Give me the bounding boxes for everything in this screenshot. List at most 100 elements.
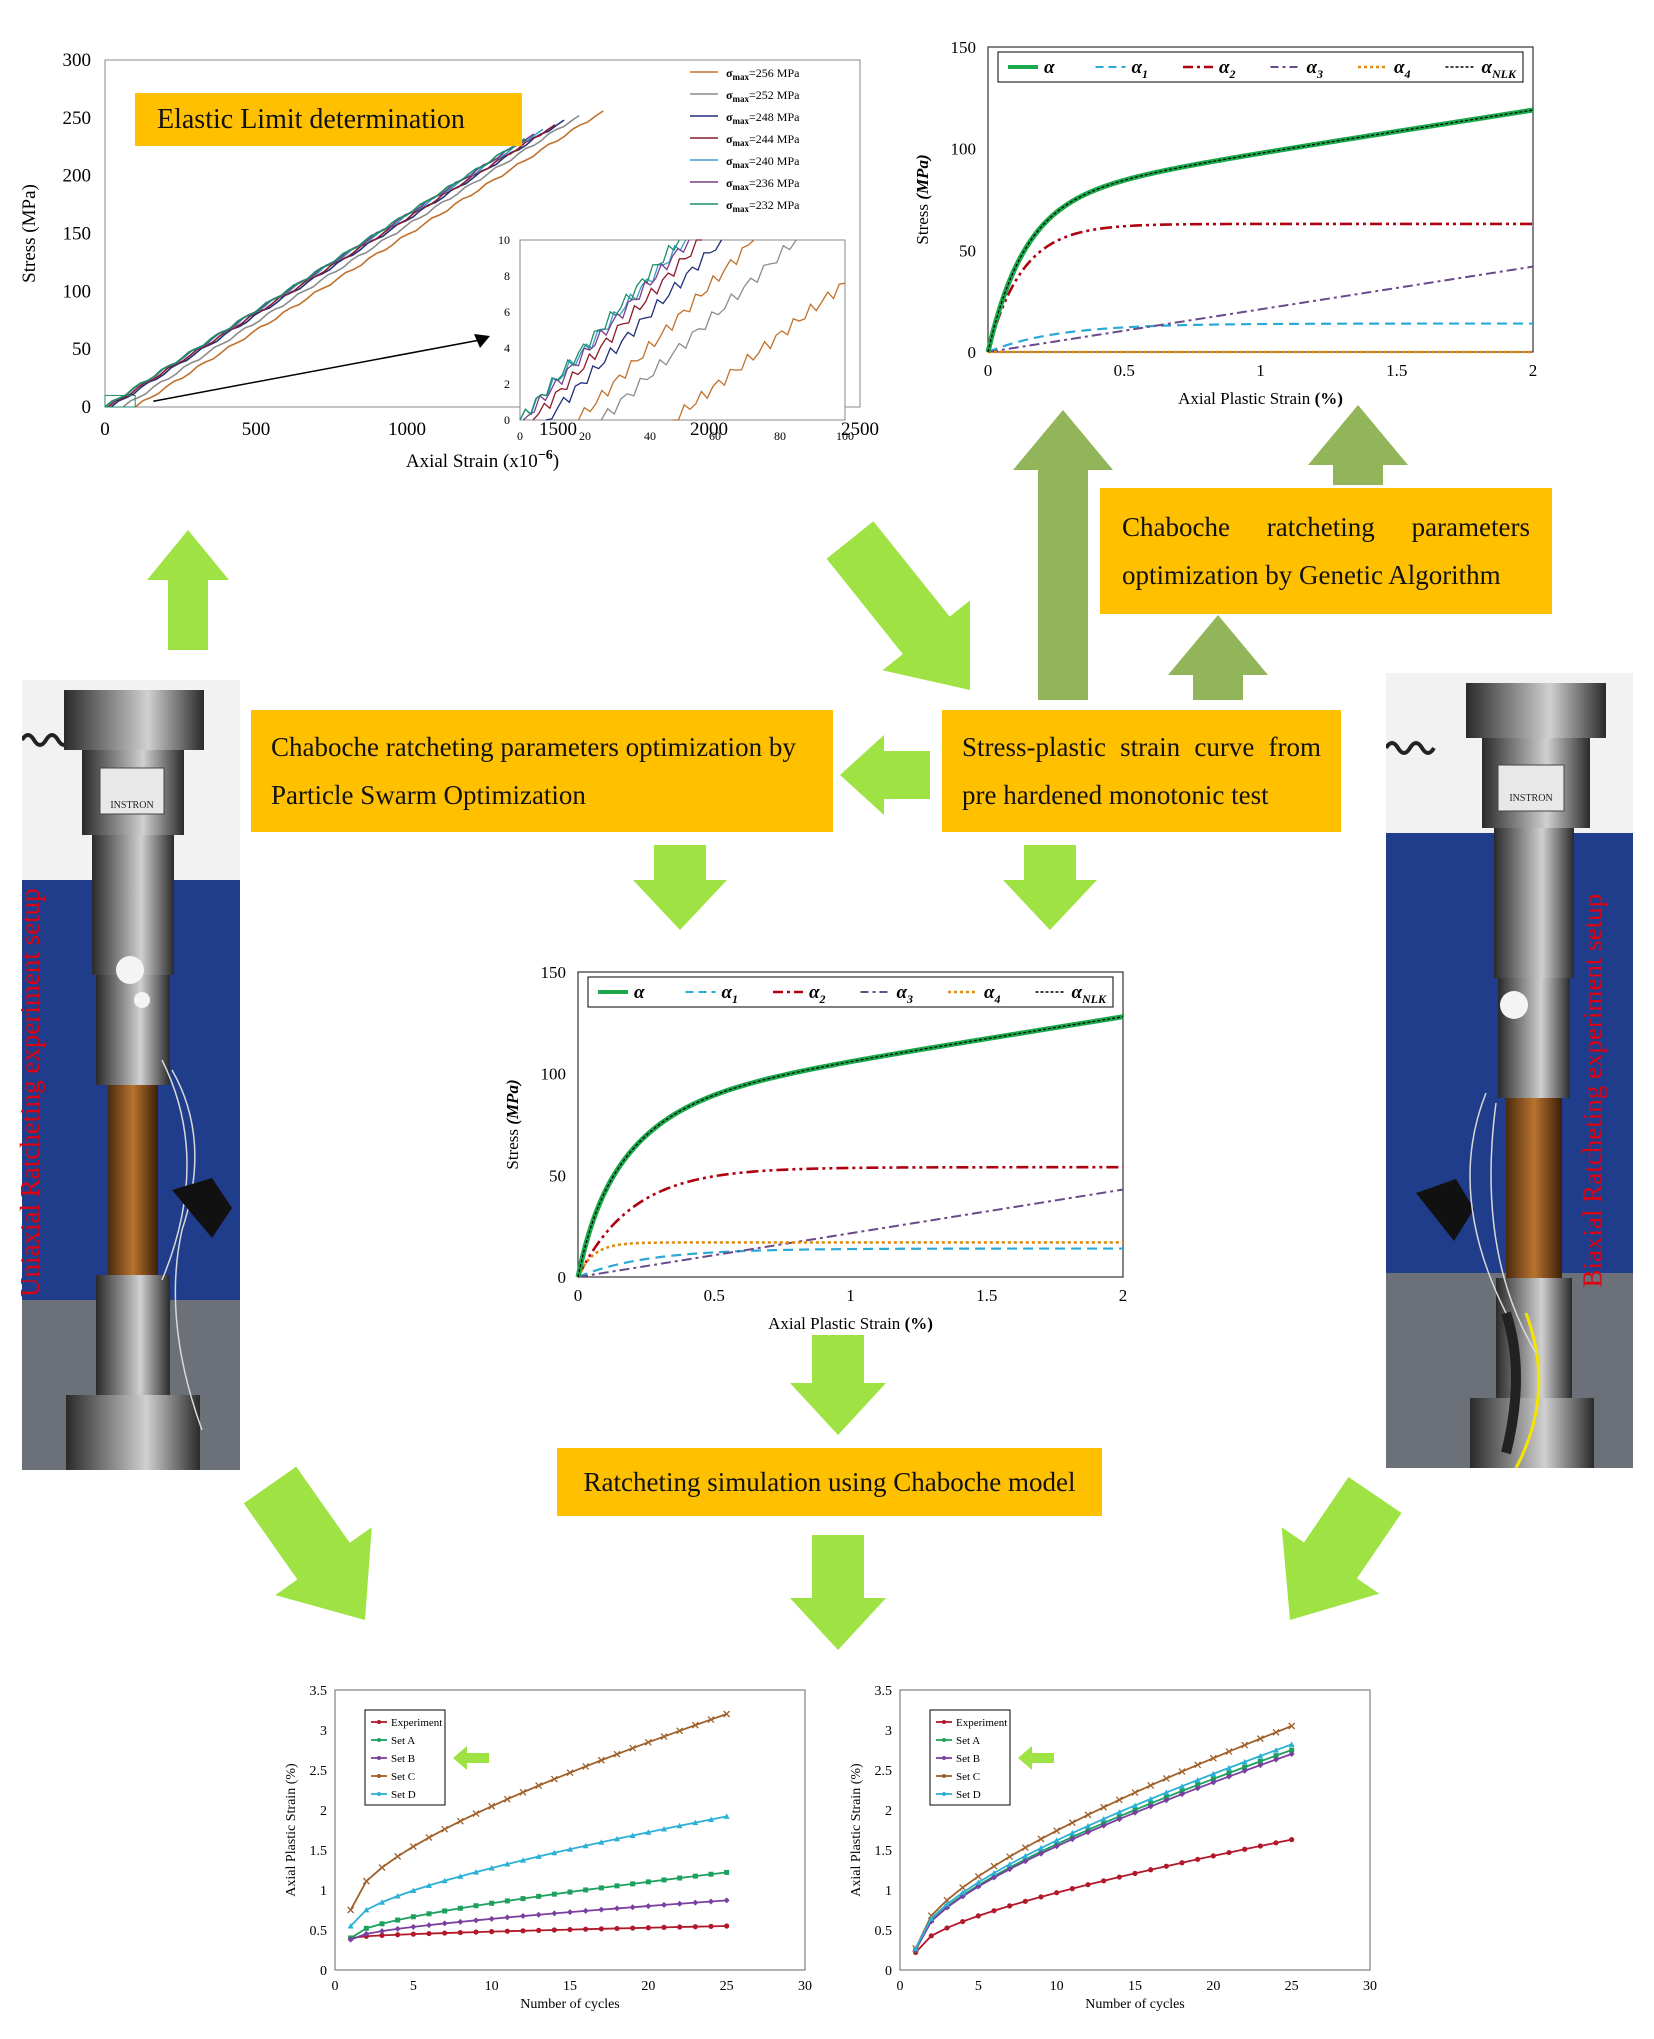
data-point <box>1256 1735 1264 1743</box>
legend-marker <box>942 1792 946 1796</box>
data-point <box>959 1889 966 1896</box>
arrow-elastic-to-curve <box>826 521 970 690</box>
legend-marker <box>942 1756 946 1760</box>
x-tick-label: 500 <box>242 419 271 440</box>
data-point <box>347 1923 354 1929</box>
data-point <box>410 1887 417 1894</box>
data-point <box>1085 1829 1091 1836</box>
y-tick-label: 0.5 <box>310 1924 328 1939</box>
data-point <box>504 1914 511 1921</box>
data-point <box>975 1879 982 1885</box>
pso-backstress-chart: 0 0.5 1 1.5 2 0 50 100 150 Axial Plastic Strain (… <box>490 945 1140 1333</box>
x-tick-label: 0 <box>897 1979 904 1994</box>
data-point <box>1054 1890 1060 1896</box>
y-tick-label: 0 <box>968 343 977 362</box>
inset-y-tick: 4 <box>504 341 510 355</box>
pso-line2: Particle Swarm Optimization <box>271 780 586 810</box>
x-tick-label: 25 <box>1285 1979 1299 1994</box>
data-point <box>363 1930 370 1937</box>
legend-entry: Set D <box>956 1789 981 1801</box>
data-point <box>551 1849 558 1856</box>
data-point <box>583 1926 589 1932</box>
nlk-backstress-line <box>987 109 1534 353</box>
data-point <box>1115 1796 1123 1804</box>
data-point <box>410 1923 417 1930</box>
series-line <box>122 114 580 408</box>
legend-entry: σmax=252 MPa <box>726 88 800 104</box>
legend-sub: 3 <box>906 992 913 1006</box>
legend-marker <box>377 1738 381 1742</box>
data-point <box>473 1903 479 1909</box>
data-point <box>551 1910 558 1917</box>
data-point <box>928 1933 934 1939</box>
data-point <box>991 1870 997 1876</box>
data-point <box>1242 1764 1248 1770</box>
data-point <box>1038 1894 1044 1900</box>
legend-entry: Set C <box>391 1771 415 1783</box>
data-point <box>1068 1819 1076 1827</box>
data-point <box>567 1926 573 1933</box>
data-point <box>944 1901 950 1907</box>
data-point <box>1179 1860 1185 1866</box>
data-point <box>488 1915 495 1922</box>
data-point <box>379 1921 385 1927</box>
backstress-component-2 <box>576 1165 1124 1278</box>
data-point <box>1241 1767 1248 1774</box>
data-point <box>1006 1853 1014 1861</box>
biaxial-ratcheting-chart-svg: 0 5 10 15 20 25 30 0 0.5 1 1.5 2 2.5 3 3.5 Number of cy… <box>849 1684 1377 2012</box>
legend-entry: α <box>634 982 645 1003</box>
data-point <box>583 1887 589 1893</box>
data-point <box>457 1929 463 1936</box>
plot-frame <box>987 46 1534 353</box>
data-point <box>1100 1815 1107 1822</box>
y-tick-label: 1.5 <box>310 1844 328 1859</box>
data-point <box>379 1932 385 1938</box>
x-tick-label: 30 <box>798 1979 812 1994</box>
data-point <box>394 1893 401 1899</box>
data-point <box>441 1877 448 1884</box>
x-tick-label: 1000 <box>388 419 426 440</box>
data-point <box>629 1904 636 1911</box>
data-point <box>1116 1874 1122 1880</box>
data-point <box>363 1906 370 1913</box>
data-point <box>974 1872 982 1880</box>
legend-sub: 4 <box>994 992 1001 1006</box>
legend-entry: σmax=236 MPa <box>726 176 800 192</box>
y-tick-label: 0.5 <box>875 1924 893 1939</box>
arrow-uniaxial-to-results <box>243 1466 372 1620</box>
legend-value: =256 MPa <box>749 66 800 80</box>
x-tick-label: 0 <box>100 419 110 440</box>
pso-optimization-box: Chaboche ratcheting parameters optimizat… <box>251 710 833 832</box>
ga-backstress-chart-svg: 0 0.5 1 1.5 2 0 50 100 150 Axial Plastic Strain (… <box>913 38 1537 408</box>
data-point <box>1226 1849 1232 1856</box>
x-axis-label: Number of cycles <box>1085 1997 1185 2012</box>
data-point <box>1101 1878 1107 1884</box>
arrow-biaxial-to-results <box>1281 1477 1402 1620</box>
data-point <box>1162 1775 1170 1782</box>
data-point <box>677 1924 683 1930</box>
legend-entry: σmax=244 MPa <box>726 132 800 148</box>
curve-line2: pre hardened monotonic test <box>962 780 1269 810</box>
data-point <box>661 1924 667 1930</box>
data-point <box>1273 1747 1279 1753</box>
legend-sub: 3 <box>1316 67 1323 81</box>
data-point <box>1179 1788 1185 1794</box>
x-axis-label: Axial Plastic Strain (%) <box>1178 389 1343 408</box>
data-point <box>1226 1764 1232 1771</box>
data-point <box>661 1901 667 1908</box>
inset-y-tick: 10 <box>498 233 510 247</box>
legend-value: =244 MPa <box>749 132 800 146</box>
data-point <box>566 1769 574 1777</box>
legend-sub: max <box>733 94 750 104</box>
x-axis-label-exp: −6 <box>538 448 553 463</box>
data-point <box>691 1721 699 1729</box>
y-tick-label: 2 <box>320 1804 327 1819</box>
data-point <box>1163 1789 1170 1796</box>
elastic-limit-label: Elastic Limit determination <box>135 93 522 146</box>
data-point <box>1272 1728 1280 1736</box>
data-point <box>347 1936 354 1943</box>
legend-sigma: σ <box>726 66 733 80</box>
data-point <box>1053 1837 1060 1843</box>
inset-series-line <box>577 239 755 421</box>
data-point <box>426 1930 432 1937</box>
